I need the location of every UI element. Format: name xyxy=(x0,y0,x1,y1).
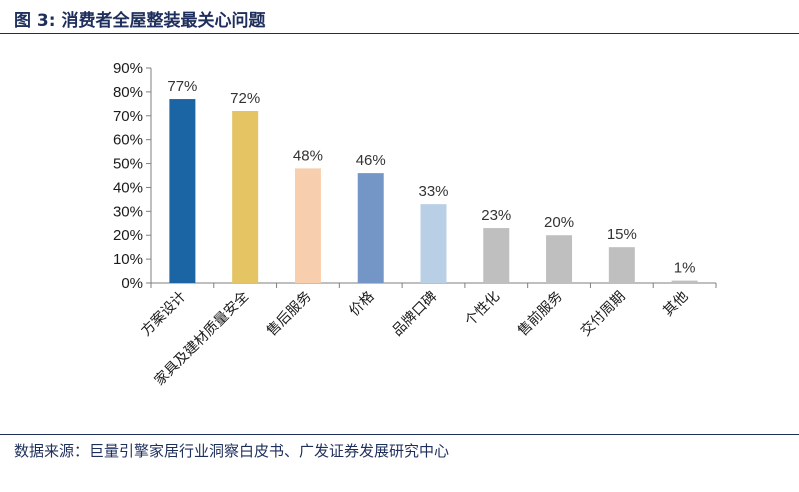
data-label: 33% xyxy=(418,183,448,200)
data-label: 1% xyxy=(674,260,696,277)
data-label: 48% xyxy=(293,147,323,164)
bar xyxy=(546,235,573,283)
y-tick-label: 20% xyxy=(113,227,143,244)
bar xyxy=(357,173,384,283)
y-tick-label: 60% xyxy=(113,132,143,149)
category-label: 个性化 xyxy=(462,289,503,330)
bar-chart: 0%10%20%30%40%50%60%70%80%90%77%方案设计72%家… xyxy=(113,60,717,389)
data-label: 23% xyxy=(481,207,511,224)
bar xyxy=(232,111,259,283)
category-label: 价格 xyxy=(346,289,377,320)
y-tick-label: 50% xyxy=(113,156,143,173)
bar xyxy=(608,247,635,283)
category-label: 交付周期 xyxy=(577,288,629,340)
y-tick-label: 40% xyxy=(113,179,143,196)
category-label: 售前服务 xyxy=(514,288,566,340)
data-label: 46% xyxy=(356,152,386,169)
data-label: 20% xyxy=(544,214,574,231)
category-label: 其他 xyxy=(660,289,691,320)
data-label: 15% xyxy=(607,226,637,243)
source-note: 数据来源：巨量引擎家居行业洞察白皮书、广发证券发展研究中心 xyxy=(14,442,450,460)
figure-title: 图 3: 消费者全屋整装最关心问题 xyxy=(14,11,266,31)
category-label: 售后服务 xyxy=(264,289,315,340)
y-tick-label: 10% xyxy=(113,251,143,268)
y-tick-label: 70% xyxy=(113,108,143,125)
category-label: 方案设计 xyxy=(138,288,190,340)
bar xyxy=(294,168,321,283)
title-divider xyxy=(0,33,799,34)
category-label: 品牌口碑 xyxy=(389,288,441,340)
y-tick-label: 90% xyxy=(113,60,143,77)
bar xyxy=(671,280,698,283)
data-label: 72% xyxy=(230,90,260,107)
bar xyxy=(420,204,447,283)
y-tick-label: 80% xyxy=(113,84,143,101)
source-divider xyxy=(0,434,799,435)
data-label: 77% xyxy=(167,78,197,95)
bar xyxy=(483,228,510,283)
y-tick-label: 30% xyxy=(113,203,143,220)
bar xyxy=(169,99,196,283)
y-tick-label: 0% xyxy=(121,275,143,292)
